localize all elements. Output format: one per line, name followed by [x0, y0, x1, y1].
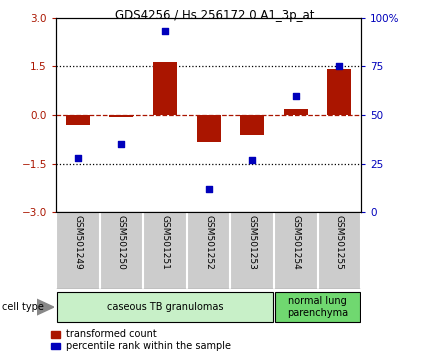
Text: GSM501253: GSM501253: [248, 216, 257, 270]
Bar: [109, 115, 133, 117]
Text: transformed count: transformed count: [65, 330, 156, 339]
Text: GSM501254: GSM501254: [291, 216, 300, 270]
Text: cell type: cell type: [2, 302, 44, 312]
Point: [118, 141, 125, 147]
Bar: [66, 115, 90, 125]
Point: [292, 93, 299, 98]
Point: [74, 155, 81, 161]
Text: GSM501249: GSM501249: [73, 216, 82, 270]
Bar: [51, 331, 60, 338]
Text: caseous TB granulomas: caseous TB granulomas: [107, 302, 223, 312]
Text: normal lung
parenchyma: normal lung parenchyma: [287, 296, 348, 318]
Bar: [153, 62, 177, 115]
Text: percentile rank within the sample: percentile rank within the sample: [65, 341, 230, 351]
Point: [205, 186, 212, 192]
Point: [336, 64, 343, 69]
FancyBboxPatch shape: [275, 292, 360, 322]
Point: [249, 157, 255, 163]
FancyBboxPatch shape: [57, 292, 273, 322]
Bar: [284, 109, 308, 115]
Text: GSM501252: GSM501252: [204, 216, 213, 270]
Bar: [240, 115, 264, 135]
Polygon shape: [37, 299, 54, 315]
Point: [162, 28, 169, 34]
Bar: [51, 343, 60, 349]
Bar: [327, 69, 351, 115]
Bar: [197, 115, 221, 142]
Text: GSM501255: GSM501255: [335, 216, 344, 270]
Text: GSM501251: GSM501251: [160, 216, 169, 270]
Text: GDS4256 / Hs.256172.0.A1_3p_at: GDS4256 / Hs.256172.0.A1_3p_at: [115, 9, 315, 22]
Text: GSM501250: GSM501250: [117, 216, 126, 270]
